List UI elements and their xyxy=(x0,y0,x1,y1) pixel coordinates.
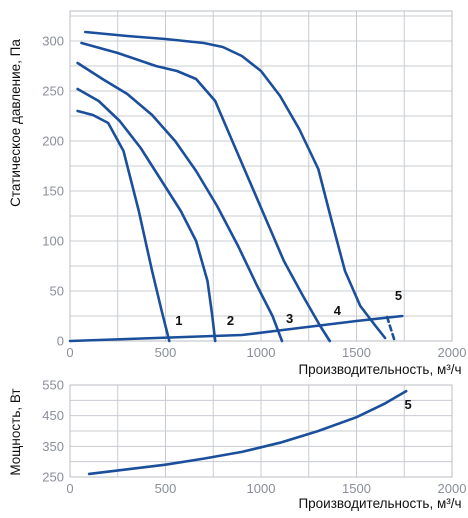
curve-3 xyxy=(76,61,284,343)
x-tick-label: 500 xyxy=(155,345,177,360)
x-tick-label: 1500 xyxy=(342,345,371,360)
curve-label: 1 xyxy=(175,313,182,328)
curve-5 xyxy=(87,389,408,476)
x-tick-label: 0 xyxy=(66,345,73,360)
curve-label: 5 xyxy=(395,288,402,303)
x-tick-label: 1000 xyxy=(247,481,276,496)
y-tick-label: 300 xyxy=(42,34,64,49)
y-tick-label: 100 xyxy=(42,234,64,249)
y-tick-label: 350 xyxy=(42,439,64,454)
curve-label: 3 xyxy=(286,311,293,326)
curve-label: 4 xyxy=(334,303,342,318)
x-tick-label: 0 xyxy=(66,481,73,496)
curve-1 xyxy=(76,109,171,343)
curve-5-dashed-tail xyxy=(385,315,396,343)
curve-2 xyxy=(76,87,217,343)
y-tick-label: 450 xyxy=(42,408,64,423)
plot-frame xyxy=(69,10,453,342)
x-tick-label: 500 xyxy=(155,481,177,496)
y-axis-label: Мощность, Вт xyxy=(8,388,23,475)
y-tick-label: 250 xyxy=(42,470,64,485)
curve-label: 2 xyxy=(227,313,234,328)
x-axis-label: Производительность, м³/ч xyxy=(298,362,461,377)
x-tick-label: 1000 xyxy=(247,345,276,360)
curve-5 xyxy=(84,30,387,340)
x-tick-label: 2000 xyxy=(438,481,467,496)
y-tick-label: 0 xyxy=(57,334,64,349)
power-plot: 0 500 1000 1500 2000 250 350 450 550 5 Производите… xyxy=(8,378,466,512)
y-tick-label: 250 xyxy=(42,84,64,99)
y-axis-label: Статическое давление, Па xyxy=(8,39,23,207)
curve-4 xyxy=(80,41,332,343)
x-axis-label: Производительность, м³/ч xyxy=(298,496,461,511)
plot-frame xyxy=(69,384,453,478)
x-tick-label: 2000 xyxy=(438,345,467,360)
y-tick-label: 150 xyxy=(42,184,64,199)
y-tick-label: 200 xyxy=(42,134,64,149)
y-tick-label: 50 xyxy=(50,284,64,299)
x-tick-label: 1500 xyxy=(342,481,371,496)
pressure-plot: 0 500 1000 1500 2000 0 50 100 150 200 250 300 1 2 3 4 5 П… xyxy=(8,10,467,377)
curve-system xyxy=(68,314,404,343)
curve-label: 5 xyxy=(404,397,411,412)
y-tick-label: 550 xyxy=(42,378,64,393)
